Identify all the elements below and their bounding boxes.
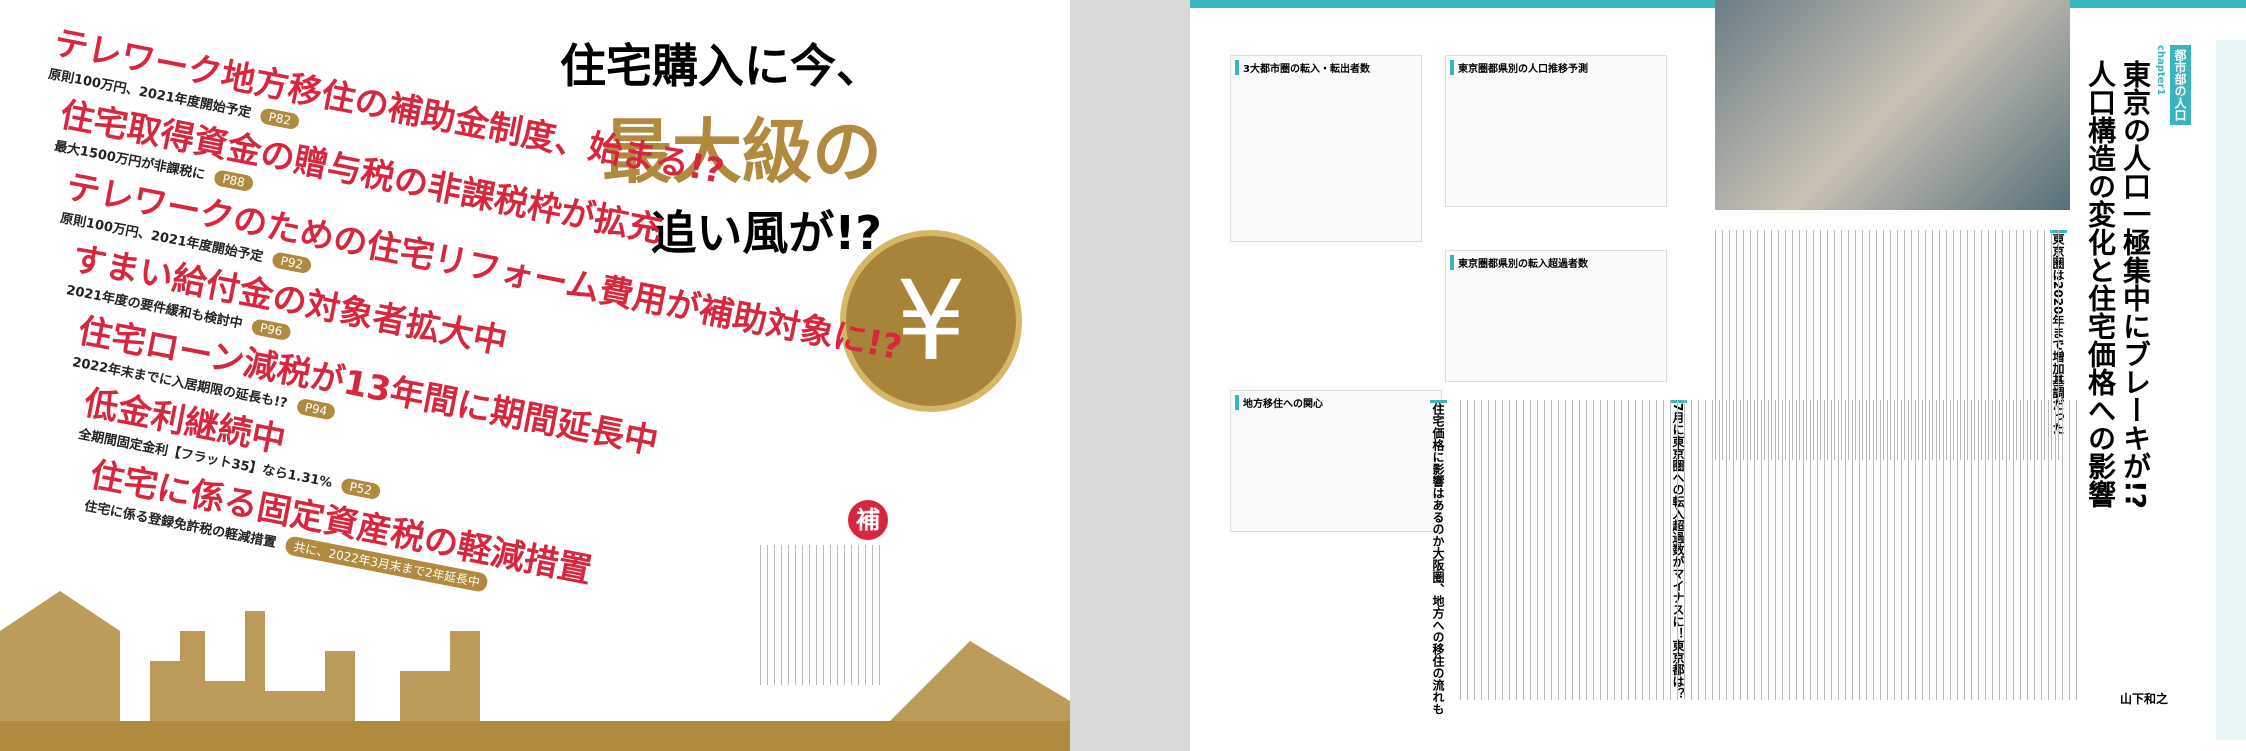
side-tab: [2216, 40, 2246, 740]
title: 住宅購入に今、 最大級の 追い風が!?: [560, 30, 882, 263]
title-line: 最大級の: [602, 111, 882, 193]
subhead: 人口構造の変化と住宅価格への影響: [2084, 60, 2117, 508]
body-text: [760, 545, 880, 685]
headline: 東京の人口一極集中にブレーキが!?: [2119, 60, 2152, 510]
chart: 東京圏都県別の人口推移予測: [1445, 55, 1667, 207]
chart: 東京圏都県別の転入超過者数: [1445, 250, 1667, 382]
right-page: 3大都市圏の転入・転出者数 東京圏都県別の人口推移予測 東京圏都県別の転入超過者…: [1190, 0, 2246, 751]
section: 都市部の人口: [2170, 45, 2191, 125]
chart: 地方移住への関心: [1230, 390, 1442, 532]
chart-title: 3大都市圏の転入・転出者数: [1235, 60, 1417, 75]
skyline: [0, 591, 1070, 751]
title-line: 追い風が!?: [650, 206, 882, 260]
subhead: 住宅価格に影響はあるのか大阪圏、地方への移住の流れも: [1430, 400, 1447, 715]
author: 山下和之: [2120, 692, 2169, 706]
coin: ¥: [840, 230, 1022, 412]
left-page: 住宅購入に今、 最大級の 追い風が!? ¥ テレワーク地方移住の補助金制度、始ま…: [0, 0, 1070, 751]
chapter: chapter1: [2155, 45, 2166, 96]
chart-title: 東京圏都県別の人口推移予測: [1450, 60, 1662, 75]
photo: [1715, 0, 2070, 210]
title-line: 住宅購入に今、: [560, 39, 882, 93]
badge: 補: [848, 500, 888, 540]
body-text: [1460, 400, 2080, 700]
chart: 3大都市圏の転入・転出者数: [1230, 55, 1422, 242]
chart-title: 地方移住への関心: [1235, 395, 1437, 410]
chart-title: 東京圏都県別の転入超過者数: [1450, 255, 1662, 270]
